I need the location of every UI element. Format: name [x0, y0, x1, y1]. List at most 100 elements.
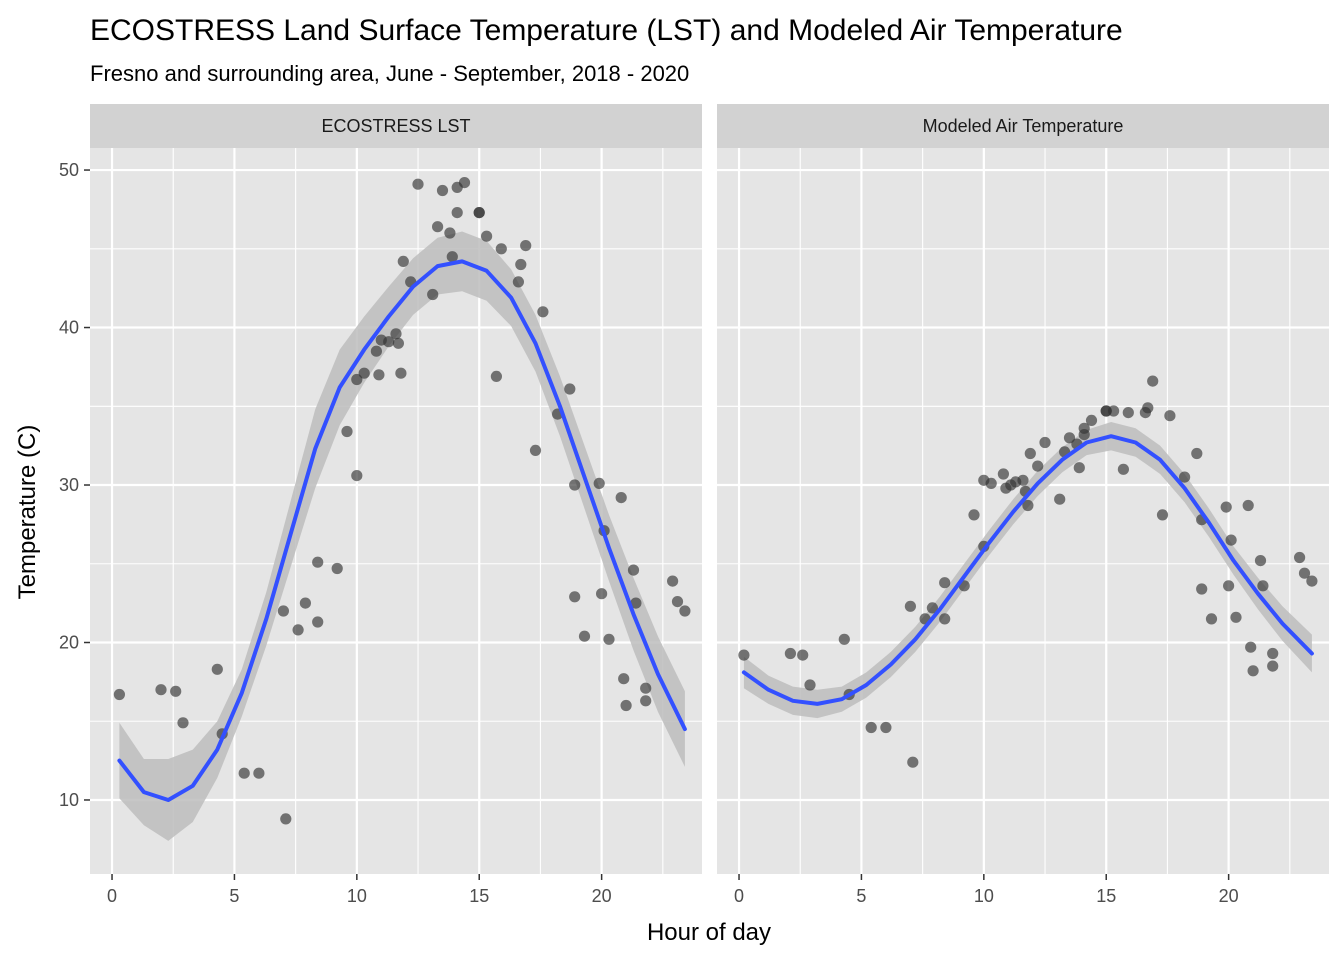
- data-point: [299, 597, 311, 609]
- data-point: [1267, 647, 1279, 660]
- data-point: [280, 813, 292, 825]
- data-point: [1063, 432, 1076, 444]
- data-point: [926, 602, 939, 614]
- data-point: [170, 685, 182, 697]
- data-point: [341, 425, 353, 438]
- y-axis-title: Temperature (C): [14, 425, 41, 600]
- data-point: [939, 577, 951, 589]
- data-point: [1294, 551, 1306, 564]
- data-point: [1225, 534, 1237, 546]
- data-point: [529, 444, 542, 456]
- data-point: [211, 663, 223, 675]
- data-point: [1191, 447, 1203, 460]
- data-point: [1147, 375, 1159, 387]
- data-point: [1298, 567, 1311, 579]
- x-tick-label: 15: [1096, 886, 1116, 906]
- data-point: [620, 699, 632, 712]
- data-point: [277, 605, 289, 617]
- data-point: [537, 306, 549, 318]
- data-point: [880, 721, 892, 734]
- data-point: [1108, 405, 1120, 417]
- data-point: [1306, 575, 1318, 587]
- data-point: [578, 630, 591, 642]
- smooth-fit-line: [117, 259, 687, 802]
- data-point: [370, 345, 382, 357]
- x-tick-label: 20: [592, 886, 612, 906]
- confidence-ribbon: [119, 231, 685, 841]
- y-tick-label: 10: [59, 790, 79, 810]
- y-tick-label: 20: [59, 632, 79, 652]
- chart-subtitle: Fresno and surrounding area, June - Sept…: [90, 61, 689, 86]
- data-point: [627, 564, 640, 576]
- data-point: [1024, 447, 1036, 460]
- data-point: [312, 616, 324, 628]
- facet-strip-label: ECOSTRESS LST: [321, 116, 470, 136]
- data-point: [427, 288, 439, 301]
- data-point: [1017, 474, 1029, 486]
- data-point: [312, 556, 324, 568]
- data-point: [907, 756, 919, 768]
- chart-title: ECOSTRESS Land Surface Temperature (LST)…: [90, 14, 1123, 47]
- data-point: [939, 613, 951, 625]
- x-tick-label: 0: [107, 886, 117, 906]
- data-point: [1230, 611, 1242, 623]
- data-point: [395, 367, 407, 379]
- data-point: [1245, 641, 1257, 653]
- data-point: [1085, 414, 1098, 426]
- data-point: [177, 717, 189, 729]
- data-point: [1242, 499, 1254, 512]
- data-point: [351, 373, 363, 386]
- data-point: [444, 227, 456, 239]
- data-point: [1179, 471, 1191, 483]
- data-point: [458, 177, 471, 189]
- data-point: [630, 597, 642, 609]
- data-point: [392, 337, 404, 349]
- data-point: [1156, 509, 1169, 521]
- confidence-ribbon: [743, 422, 1312, 719]
- data-point: [1054, 493, 1066, 505]
- data-point: [615, 492, 627, 504]
- data-point: [481, 230, 493, 242]
- data-point: [495, 243, 507, 255]
- data-point: [373, 369, 385, 381]
- data-point: [738, 649, 750, 661]
- data-point: [358, 367, 370, 379]
- data-point: [1022, 499, 1034, 512]
- data-point: [671, 596, 684, 608]
- data-point: [968, 509, 980, 521]
- data-point: [238, 767, 250, 779]
- x-tick-label: 5: [229, 886, 239, 906]
- data-point: [1032, 460, 1044, 472]
- data-point: [1205, 613, 1218, 625]
- data-point: [838, 633, 850, 645]
- data-point: [292, 624, 304, 636]
- data-point: [640, 695, 652, 707]
- data-point: [1073, 462, 1085, 474]
- data-point: [797, 649, 809, 661]
- data-point: [113, 688, 125, 701]
- data-point: [1078, 422, 1090, 434]
- data-point: [397, 255, 409, 267]
- data-point: [520, 240, 532, 252]
- data-point: [1039, 436, 1051, 449]
- smooth-fit-line: [741, 434, 1314, 706]
- data-point: [603, 633, 615, 645]
- data-point: [432, 221, 444, 233]
- data-point: [865, 721, 877, 734]
- data-point: [618, 673, 630, 685]
- x-tick-label: 10: [347, 886, 367, 906]
- data-point: [331, 562, 343, 575]
- data-point: [1223, 580, 1235, 592]
- y-tick-label: 50: [59, 160, 79, 180]
- data-point: [1142, 402, 1154, 414]
- panel-1: ECOSTRESS LST 0 5 10 15 20 10 20 30 40 50: [59, 104, 702, 906]
- data-point: [1220, 501, 1232, 513]
- data-point: [1117, 463, 1129, 475]
- data-point: [596, 588, 608, 600]
- data-point: [155, 684, 167, 696]
- data-point: [985, 477, 997, 489]
- data-point: [412, 178, 424, 190]
